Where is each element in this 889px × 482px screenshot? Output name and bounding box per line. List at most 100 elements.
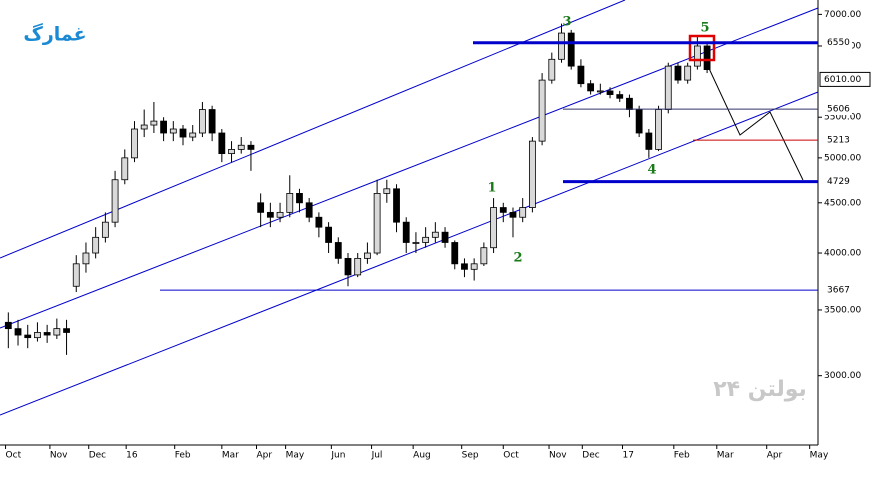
x-tick-label: Jun: [330, 451, 345, 461]
candle-body: [538, 79, 546, 142]
y-tick-label: 4500.00: [824, 198, 861, 208]
highlight-box: [688, 34, 716, 62]
candle-body: [276, 211, 284, 218]
candle-body: [703, 45, 711, 70]
candle-body: [43, 332, 51, 336]
candle-body: [480, 247, 488, 265]
wave-label: 2: [513, 251, 522, 266]
x-tick-label: Nov: [50, 451, 68, 461]
x-tick-label: 16: [126, 451, 138, 461]
candle-body: [451, 242, 459, 265]
x-tick-label: Mar: [222, 451, 239, 461]
candle-body: [490, 207, 497, 249]
candle-body: [655, 109, 662, 150]
candle-body: [567, 32, 575, 67]
candle-body: [228, 149, 235, 155]
x-tick-label: Oct: [503, 451, 519, 461]
candle-body: [150, 120, 158, 126]
candle-body: [344, 257, 352, 276]
plot: [4, 23, 711, 355]
candle-body: [684, 65, 692, 81]
candle-body: [82, 252, 90, 265]
candle-body: [441, 231, 449, 243]
candle-body: [101, 221, 109, 238]
level-label: 5213: [827, 136, 850, 146]
candle-body: [499, 207, 507, 213]
candle-body: [626, 97, 633, 110]
candle-body: [364, 252, 371, 259]
candle-body: [315, 216, 323, 228]
y-tick-label: 7000.00: [824, 10, 861, 20]
candle-body: [470, 263, 478, 270]
candle-body: [664, 65, 672, 110]
x-tick-label: Dec: [89, 451, 106, 461]
candle-body: [548, 58, 556, 81]
channel-line: [0, 7, 819, 329]
x-tick-label: Mar: [717, 451, 734, 461]
candle-body: [199, 109, 206, 134]
candle-body: [140, 124, 148, 130]
level-label: 3667: [827, 286, 850, 296]
x-tick-label: Feb: [674, 451, 690, 461]
candle-body: [383, 188, 391, 194]
wave-label: 4: [647, 163, 656, 178]
level-label-bg: [822, 134, 852, 147]
candle-body: [558, 32, 565, 60]
candle-body: [674, 65, 682, 81]
candle-body: [587, 83, 595, 92]
candle-body: [334, 242, 342, 259]
candle-body: [422, 236, 430, 243]
candle-body: [305, 202, 313, 218]
x-tick-label: Nov: [549, 451, 567, 461]
x-tick-label: 17: [623, 451, 634, 461]
candle-body: [169, 128, 177, 134]
candle-body: [393, 188, 400, 223]
candle-body: [218, 132, 226, 155]
candle-body: [616, 94, 624, 99]
watermark: بولتن ۲۴: [713, 377, 807, 402]
candle-body: [325, 226, 332, 243]
candle-body: [373, 193, 381, 254]
projection-arrow: [705, 61, 804, 181]
candle-body: [92, 236, 100, 254]
candle-body: [63, 328, 70, 333]
y-tick-label: 3000.00: [824, 371, 861, 381]
x-tick-label: Feb: [175, 451, 191, 461]
candle-body: [286, 193, 294, 213]
candle-body: [72, 263, 80, 287]
channel-line: [0, 91, 819, 416]
x-tick-label: Dec: [582, 451, 599, 461]
candle-body: [645, 132, 653, 150]
candle-body: [519, 207, 527, 218]
candle-body: [606, 90, 614, 95]
x-tick-label: Apr: [767, 451, 783, 461]
y-tick-label: 5500.00: [824, 113, 861, 123]
candle-body: [402, 221, 410, 243]
candle-body: [14, 328, 22, 336]
level-label: 5606: [827, 105, 850, 115]
candle-body: [693, 45, 701, 67]
candle-body: [237, 144, 245, 150]
candle-body: [34, 332, 41, 339]
level-label-bg: [822, 103, 852, 116]
y-tick-label: 3500.00: [824, 305, 861, 315]
x-tick-label: Apr: [256, 451, 272, 461]
candle-body: [111, 179, 119, 223]
y-tick-label: 4000.00: [824, 249, 861, 259]
candle-body: [431, 231, 439, 238]
candle-body: [4, 321, 12, 330]
candle-body: [208, 109, 216, 134]
x-tick-label: Jul: [371, 451, 383, 461]
candle-body: [596, 90, 604, 93]
candle-body: [266, 211, 274, 218]
x-tick-label: May: [286, 451, 305, 461]
candle-body: [257, 202, 265, 213]
candle-body: [509, 211, 517, 218]
wave-label: 1: [487, 181, 496, 196]
level-label-bg: [822, 36, 852, 49]
candle-body: [577, 65, 585, 85]
x-tick-label: Aug: [413, 451, 431, 461]
title: غمارگ: [23, 23, 86, 46]
level-label: 6550: [827, 38, 850, 48]
